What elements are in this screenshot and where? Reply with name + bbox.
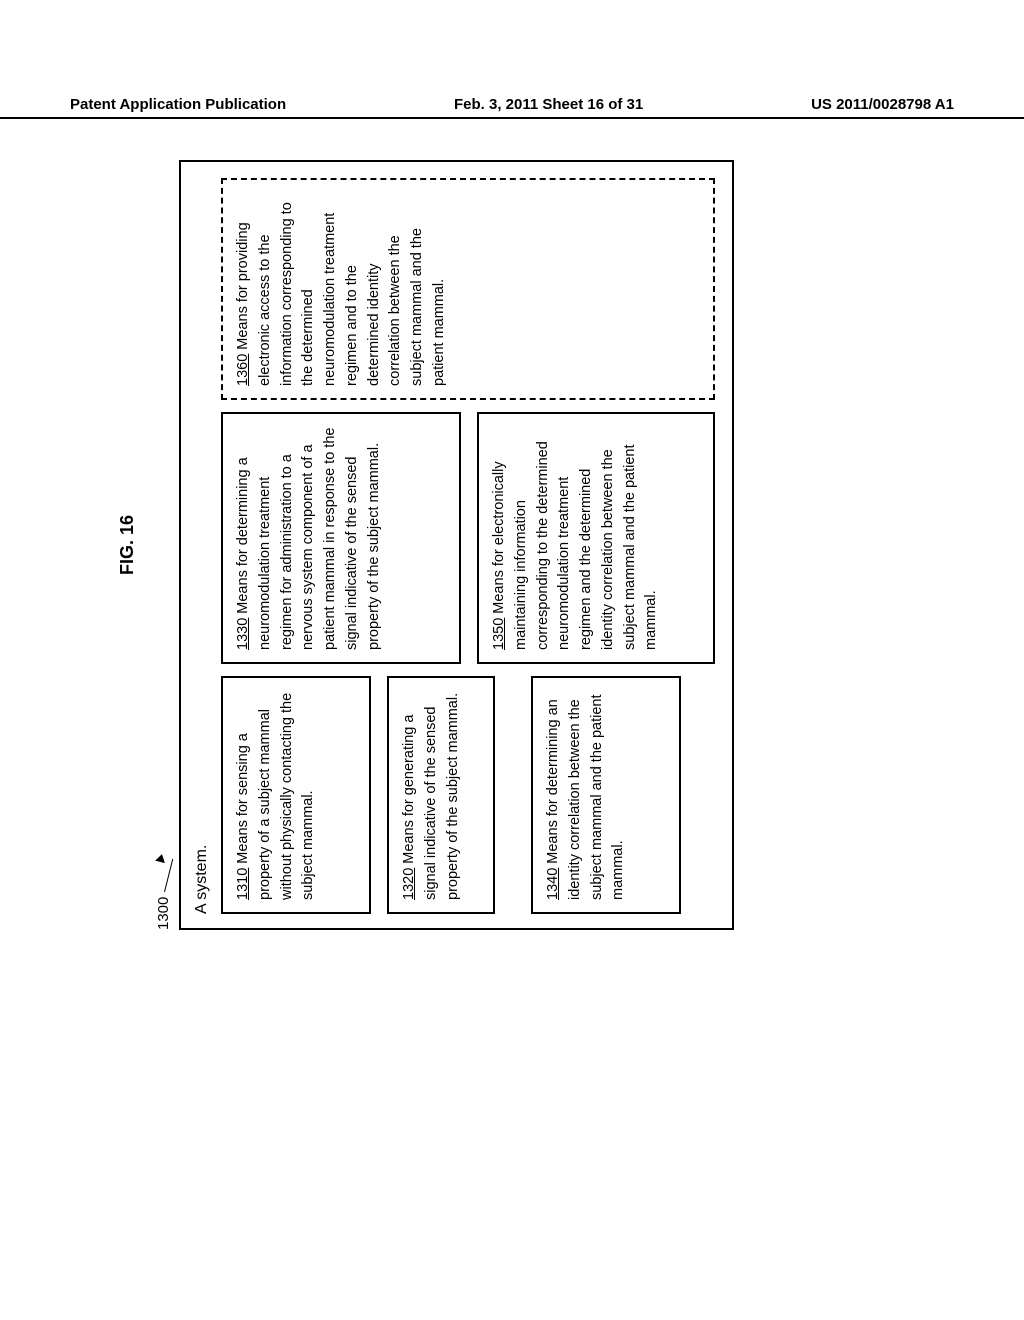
box-1340-ref: 1340 (545, 868, 561, 900)
figure-label: FIG. 16 (117, 160, 138, 930)
box-1330-text: Means for determining a neuromodulation … (235, 428, 382, 650)
page-header: Patent Application Publication Feb. 3, 2… (0, 96, 1024, 119)
figure-rotated-wrap: FIG. 16 1300 A system. 1310 Means for se… (125, 170, 895, 930)
box-1310: 1310 Means for sensing a property of a s… (221, 676, 371, 914)
system-outer-box: A system. 1310 Means for sensing a prope… (179, 160, 734, 930)
boxes-grid: 1310 Means for sensing a property of a s… (221, 176, 716, 914)
box-1350-text: Means for electronically maintaining inf… (491, 441, 659, 650)
header-center: Feb. 3, 2011 Sheet 16 of 31 (454, 96, 643, 113)
box-1310-ref: 1310 (235, 868, 251, 900)
box-1350: 1350 Means for electronically maintainin… (477, 412, 715, 664)
header-left: Patent Application Publication (70, 96, 286, 113)
box-1360-text: Means for providing electronic access to… (235, 202, 447, 386)
box-1320-ref: 1320 (401, 868, 417, 900)
figure-ref-arrow: 1300 (155, 850, 172, 930)
arrow-icon (157, 850, 171, 892)
box-1350-ref: 1350 (491, 618, 507, 650)
box-1330: 1330 Means for determining a neuromodula… (221, 412, 461, 664)
header-right: US 2011/0028798 A1 (811, 96, 954, 113)
box-1330-ref: 1330 (235, 618, 251, 650)
box-1360: 1360 Means for providing electronic acce… (221, 178, 715, 400)
figure-ref-number: 1300 (155, 897, 172, 930)
box-1340: 1340 Means for determining an identity c… (531, 676, 681, 914)
box-1320: 1320 Means for generating a signal indic… (387, 676, 495, 914)
system-title: A system. (193, 176, 211, 914)
box-1360-ref: 1360 (235, 354, 251, 386)
